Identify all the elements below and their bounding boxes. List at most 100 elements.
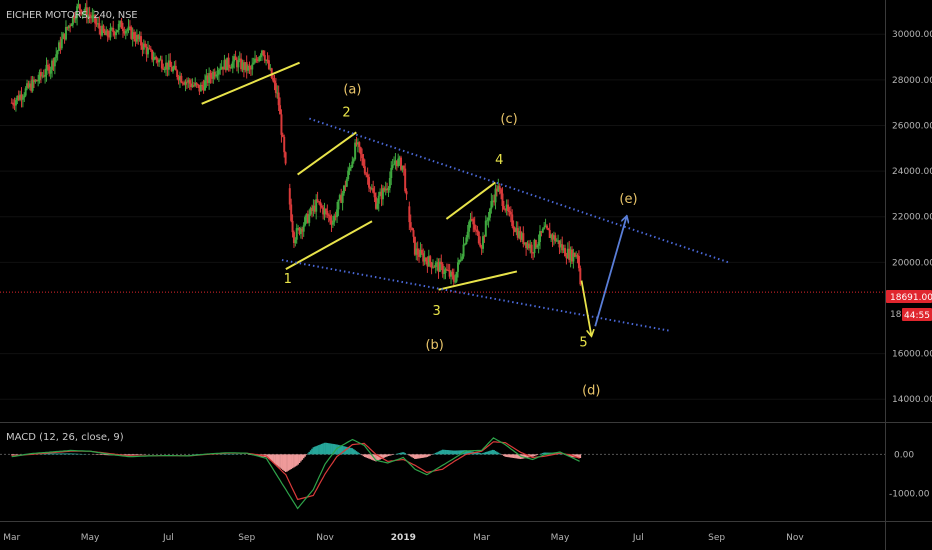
candle-body: [252, 62, 255, 65]
candle-body: [242, 62, 245, 70]
candle-body: [391, 165, 394, 168]
candle-body: [24, 88, 27, 96]
candle-body: [241, 62, 244, 70]
macd-panel: [0, 437, 885, 510]
candle-body: [561, 244, 564, 251]
candle-body: [23, 95, 26, 98]
candle-body: [418, 254, 421, 257]
candle-body: [134, 38, 137, 42]
wave-label: (b): [425, 338, 443, 353]
candle-body: [568, 248, 571, 260]
candle-body: [470, 219, 473, 221]
candle-body: [326, 210, 329, 215]
candle-body: [141, 45, 144, 50]
candle-body: [266, 59, 269, 61]
candle-body: [498, 186, 501, 190]
candle-body: [258, 57, 261, 62]
candle-body: [269, 68, 272, 70]
candle-body: [159, 59, 162, 61]
candle-body: [115, 32, 118, 36]
candle-body: [223, 60, 226, 70]
candle-body: [45, 64, 48, 75]
candle-body: [213, 71, 216, 77]
candle-body: [292, 232, 295, 244]
candle-body: [405, 191, 408, 195]
candle-body: [565, 256, 568, 259]
candle-body: [140, 36, 143, 46]
candle-body: [472, 219, 475, 225]
candle-body: [144, 43, 147, 47]
candle-body: [297, 227, 300, 229]
macd-y-axis-labels: 0.00 -1000.00: [889, 450, 930, 499]
last-price-text: 18691.00: [890, 293, 932, 303]
candle-body: [142, 43, 145, 50]
macd-y-tick-label: -1000.00: [889, 490, 930, 500]
candle-body: [160, 59, 163, 69]
candle-body: [501, 193, 504, 207]
candle-body: [525, 242, 528, 249]
candle-body: [443, 273, 446, 275]
candle-body: [344, 185, 347, 187]
candle-body: [552, 235, 555, 240]
yellow-trendline: [285, 220, 373, 271]
candle-body: [363, 166, 366, 174]
candle-body: [96, 23, 99, 25]
candle-body: [437, 262, 440, 272]
candle-body: [176, 70, 179, 77]
candle-body: [451, 271, 454, 276]
candle-body: [32, 79, 35, 82]
yellow-trendline: [438, 270, 518, 291]
candle-body: [220, 66, 223, 70]
candle-body: [541, 228, 544, 233]
candle-body: [291, 220, 294, 233]
candle-body: [41, 75, 44, 77]
candle-body: [379, 191, 382, 196]
candle-body: [358, 142, 361, 148]
candle-body: [103, 31, 106, 36]
candle-body: [64, 26, 67, 40]
candle-body: [311, 208, 314, 211]
candle-body: [244, 62, 247, 70]
candle-body: [411, 227, 414, 231]
candle-body: [219, 69, 222, 71]
candle-body: [355, 142, 358, 145]
candle-body: [210, 77, 213, 79]
candle-body: [409, 222, 412, 228]
candle-body: [184, 81, 187, 85]
candle-body: [130, 27, 133, 39]
candle-body: [224, 60, 227, 71]
candle-body: [425, 257, 428, 262]
candle-body: [369, 187, 372, 189]
candle-body: [527, 243, 530, 249]
candle-body: [426, 261, 429, 267]
candle-body: [395, 160, 398, 167]
candle-body: [185, 81, 188, 83]
candle-body: [444, 269, 447, 274]
candle-body: [495, 188, 498, 192]
candle-body: [519, 231, 522, 240]
candle-body: [573, 252, 576, 257]
candle-body: [482, 236, 485, 249]
candle-body: [145, 46, 148, 55]
candle-body: [173, 65, 176, 69]
candle-body: [229, 66, 232, 68]
candle-body: [70, 24, 73, 27]
macd-title: MACD (12, 26, close, 9): [6, 432, 124, 443]
candle-body: [17, 95, 20, 100]
candle-body: [31, 79, 34, 91]
candle-body: [240, 58, 243, 70]
candle-body: [277, 92, 280, 106]
candle-body: [456, 262, 459, 272]
candle-body: [347, 170, 350, 180]
candle-body: [116, 30, 119, 33]
macd-line: [11, 437, 580, 510]
blue-channel-line: [309, 117, 729, 264]
candle-body: [523, 242, 526, 244]
candle-body: [208, 72, 211, 83]
candle-body: [402, 165, 405, 169]
candle-body: [302, 225, 305, 232]
y-tick-label: 26000.00: [892, 121, 932, 131]
candle-body: [163, 69, 166, 71]
candle-body: [87, 14, 90, 19]
